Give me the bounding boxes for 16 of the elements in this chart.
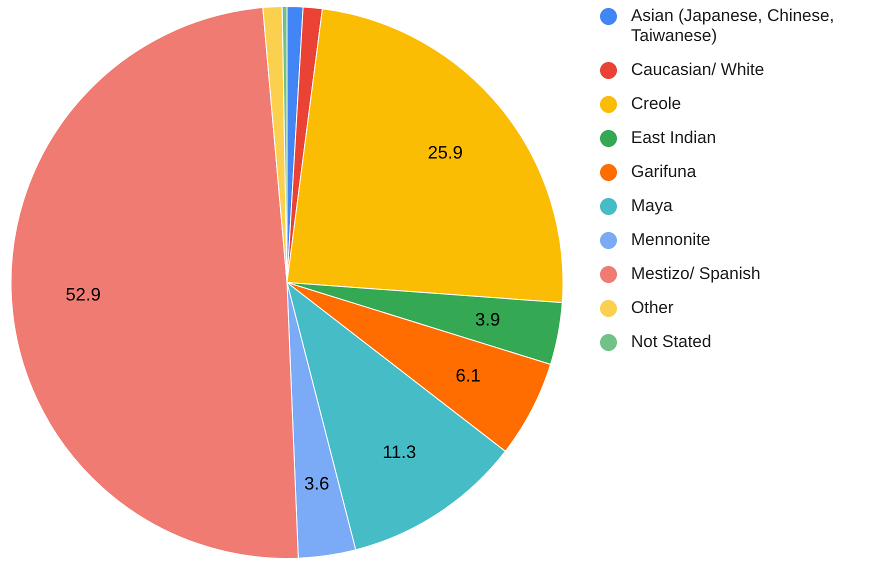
data-label: 25.9 (428, 142, 463, 162)
legend-label: Caucasian/ White (631, 60, 764, 80)
data-label: 3.9 (475, 309, 500, 330)
legend-label: Mennonite (631, 230, 710, 250)
data-label: 11.3 (382, 442, 416, 462)
legend-label: Asian (Japanese, Chinese, Taiwanese) (631, 6, 836, 46)
legend-label: East Indian (631, 128, 716, 148)
legend-label: Creole (631, 94, 682, 114)
legend-label: Other (631, 298, 674, 318)
legend-label: Mestizo/ Spanish (631, 264, 760, 284)
data-label: 3.6 (304, 474, 330, 494)
data-label: 52.9 (66, 284, 101, 305)
legend-label: Not Stated (631, 332, 712, 352)
data-label: 6.1 (456, 366, 481, 386)
legend-label: Maya (631, 196, 673, 216)
legend-label: Garifuna (631, 162, 696, 182)
